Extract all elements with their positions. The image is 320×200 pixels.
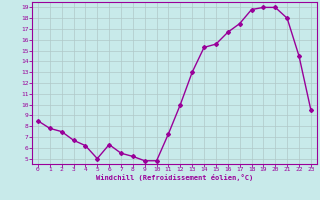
- X-axis label: Windchill (Refroidissement éolien,°C): Windchill (Refroidissement éolien,°C): [96, 174, 253, 181]
